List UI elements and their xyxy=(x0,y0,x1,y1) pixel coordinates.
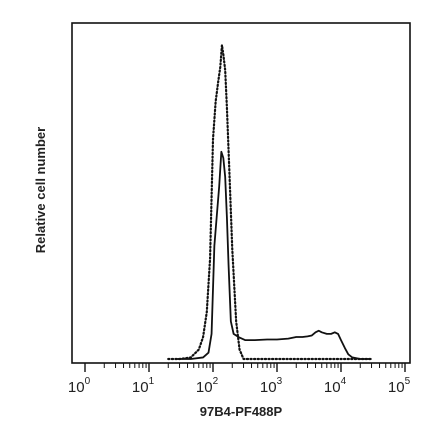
series-line-solid xyxy=(174,150,372,360)
x-tick-label: 100 xyxy=(68,376,91,396)
x-tick-label: 104 xyxy=(324,376,347,396)
series-line-dotted xyxy=(167,43,373,361)
y-axis-title: Relative cell number xyxy=(33,127,48,253)
series-layer xyxy=(167,43,373,361)
plot-frame xyxy=(71,22,411,364)
x-major-ticks xyxy=(84,363,406,372)
x-tick-label: 102 xyxy=(196,376,219,396)
x-minor-ticks xyxy=(103,363,403,368)
x-axis-title: 97B4-PF488P xyxy=(200,404,283,419)
x-tick-label: 105 xyxy=(388,376,411,396)
x-tick-label: 103 xyxy=(260,376,283,396)
x-tick-label: 101 xyxy=(132,376,155,396)
x-tick-labels: 100 101 102 103 104 105 xyxy=(68,376,411,396)
